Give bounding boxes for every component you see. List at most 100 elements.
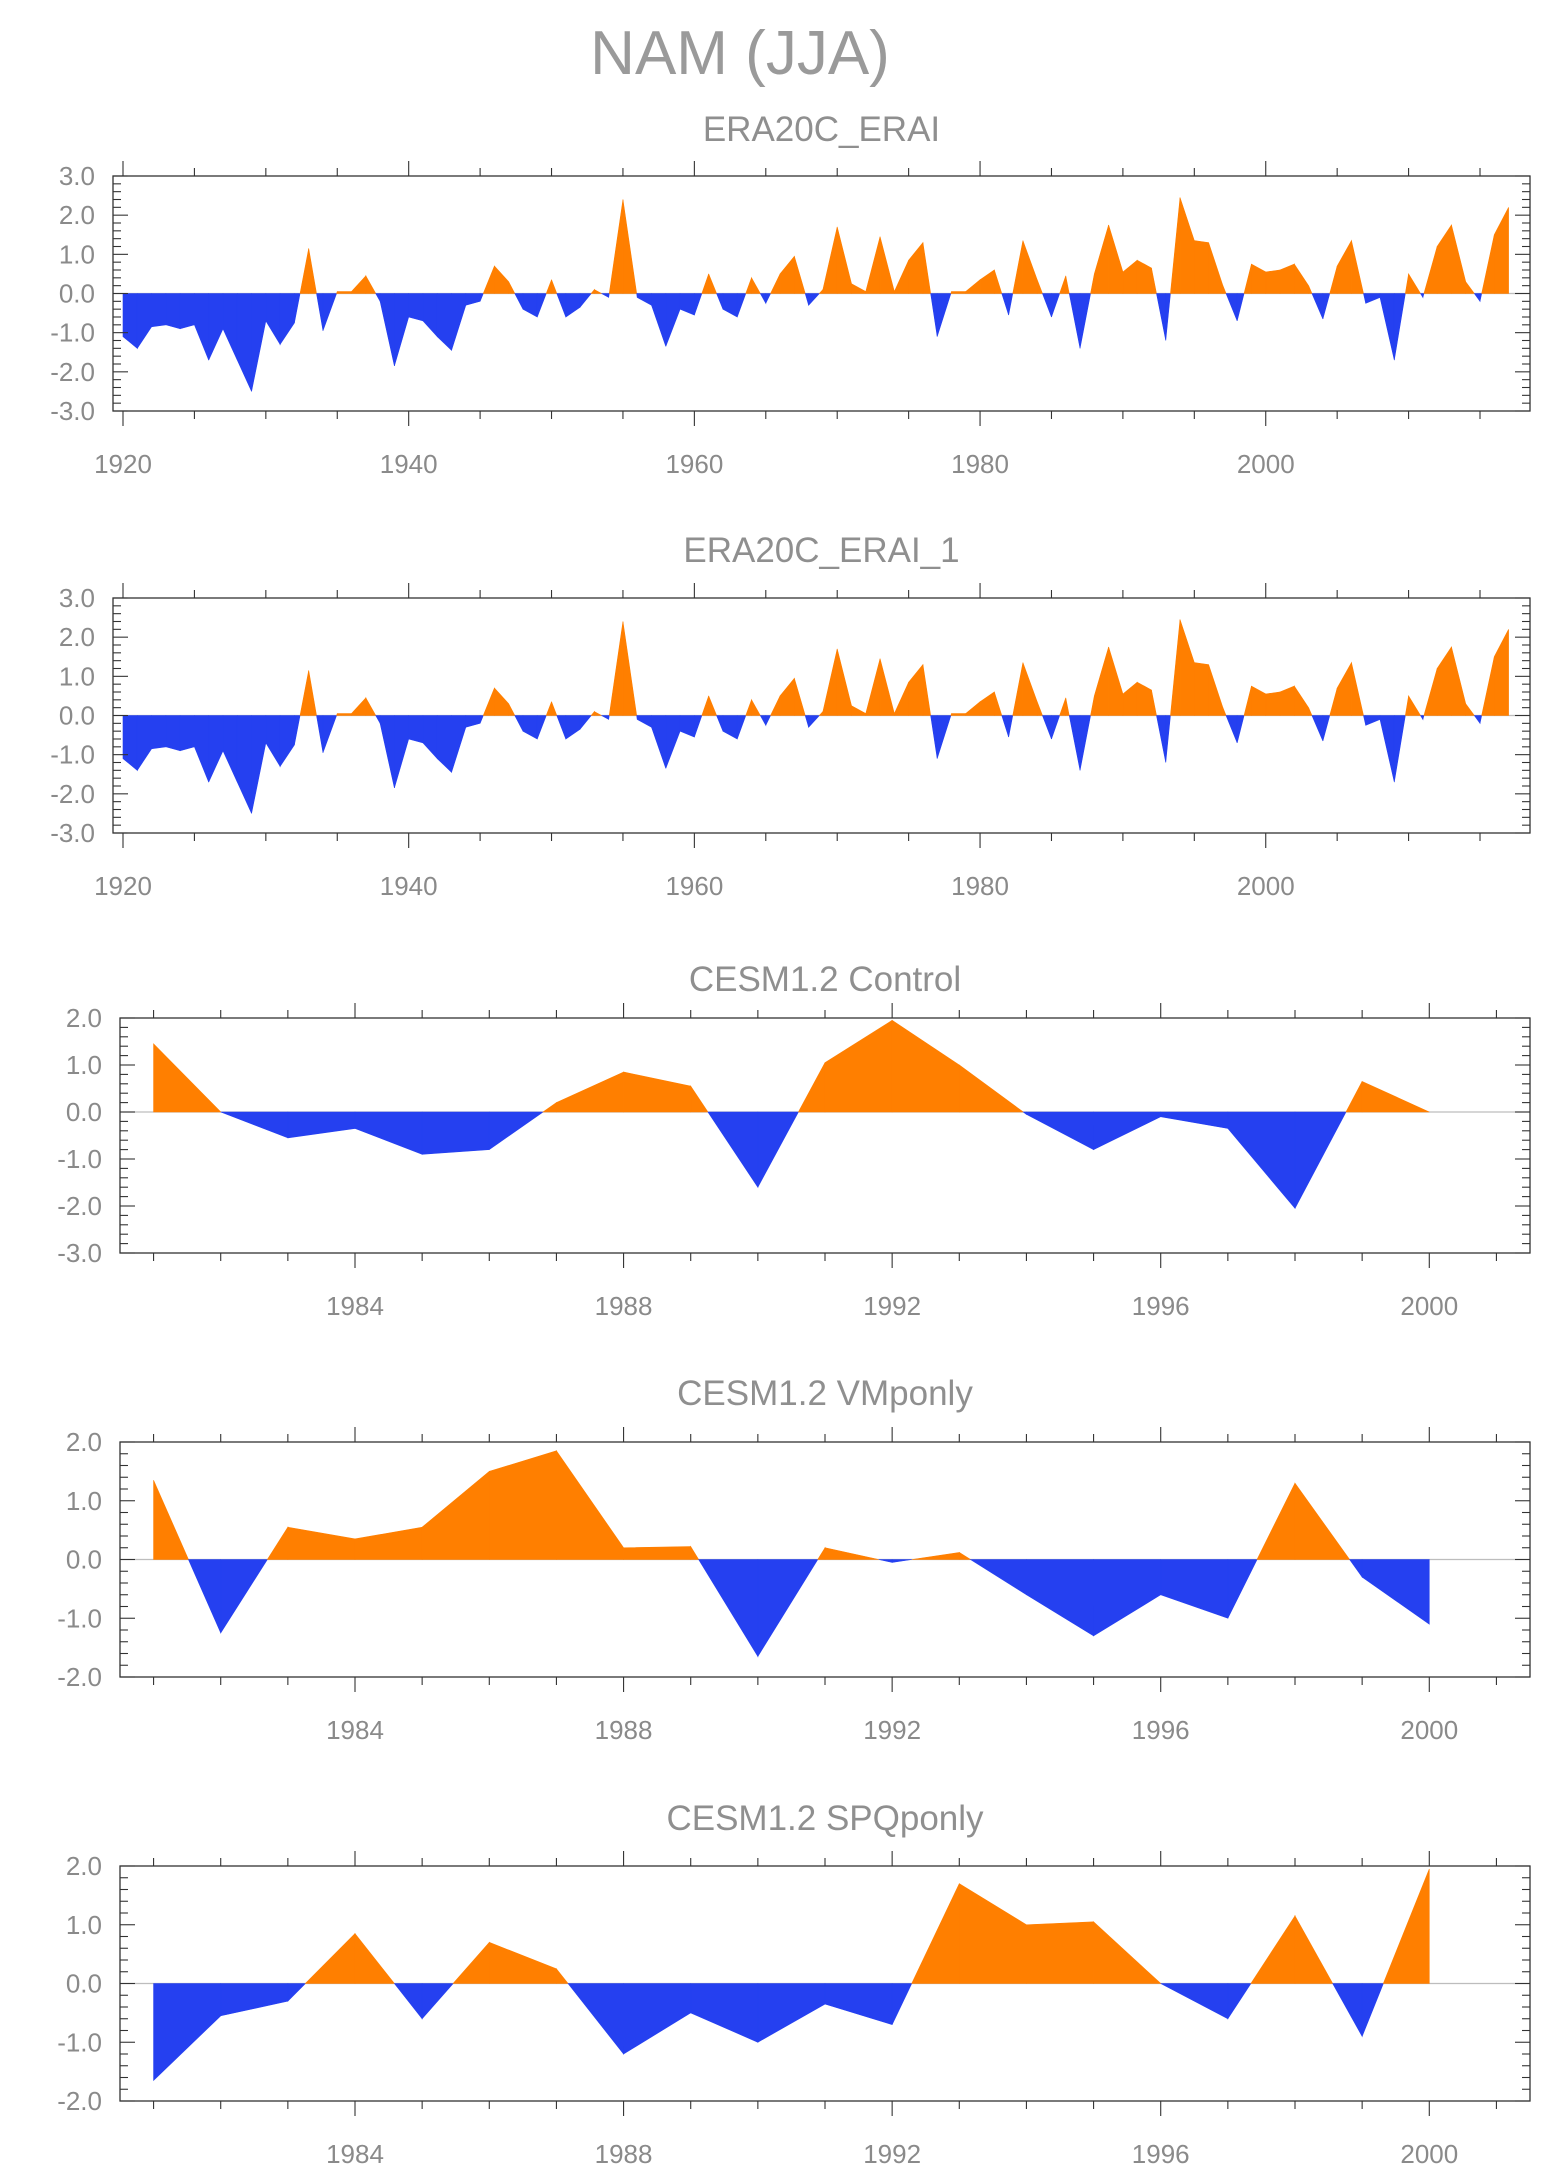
positive-area	[1090, 695, 1095, 716]
negative-area	[279, 293, 295, 346]
negative-area	[1348, 1559, 1363, 1579]
negative-area	[479, 293, 484, 302]
negative-area	[322, 715, 337, 753]
positive-area	[1436, 645, 1452, 716]
x-tick-label: 1960	[665, 449, 723, 479]
y-tick-label: -1.0	[57, 1603, 102, 1633]
y-tick-label: -2.0	[57, 1191, 102, 1221]
positive-area	[1404, 695, 1409, 716]
negative-area	[408, 293, 424, 322]
negative-area	[136, 293, 152, 350]
negative-area	[722, 715, 738, 740]
positive-area	[266, 1526, 289, 1560]
positive-area	[865, 658, 881, 716]
negative-area	[122, 715, 138, 771]
negative-area	[1225, 715, 1238, 744]
negative-area	[565, 715, 581, 740]
positive-area	[452, 1941, 490, 1984]
positive-area	[1345, 1081, 1363, 1113]
positive-area	[1222, 707, 1227, 716]
negative-area	[601, 293, 609, 298]
positive-area	[1179, 619, 1195, 716]
positive-area	[421, 1470, 490, 1560]
negative-area	[878, 1559, 893, 1563]
negative-area	[220, 1983, 289, 2017]
positive-area	[488, 1450, 557, 1560]
negative-area	[651, 293, 667, 347]
y-tick-label: -1.0	[50, 740, 95, 770]
negative-area	[716, 293, 724, 310]
negative-area	[1160, 1559, 1229, 1619]
chart-panels: ERA20C_ERAI -3.0 -2.0 -1.0 0.0 1.0 2.0 3.0 1920 1…	[50, 110, 1531, 2169]
positive-area	[1059, 275, 1067, 294]
negative-area	[251, 293, 267, 392]
negative-area	[579, 715, 592, 731]
x-tick-label: 1960	[665, 871, 723, 901]
negative-area	[765, 293, 772, 304]
positive-area	[818, 288, 824, 294]
positive-area	[965, 701, 981, 716]
negative-area	[222, 715, 238, 783]
positive-area	[994, 691, 1003, 716]
negative-area	[936, 293, 952, 337]
negative-area	[757, 1559, 819, 1658]
positive-area	[482, 687, 495, 716]
negative-area	[1225, 293, 1238, 322]
negative-area	[1079, 715, 1091, 771]
negative-area	[1322, 293, 1331, 320]
negative-area	[1227, 1983, 1252, 2020]
positive-area	[508, 703, 516, 716]
y-tick-label: -2.0	[57, 1662, 102, 1692]
y-tick-label: -1.0	[57, 1144, 102, 1174]
figure-title: NAM (JJA)	[590, 19, 890, 88]
positive-area	[708, 273, 718, 294]
positive-area	[622, 199, 638, 294]
negative-area	[1042, 715, 1052, 740]
positive-area	[1308, 285, 1313, 294]
negative-area	[208, 715, 224, 783]
y-tick-label: 2.0	[59, 200, 95, 230]
positive-area	[1451, 224, 1467, 294]
negative-area	[579, 293, 592, 309]
positive-area	[879, 236, 895, 294]
negative-area	[651, 715, 667, 769]
positive-area	[545, 701, 552, 716]
positive-area	[304, 1932, 356, 1984]
positive-area	[994, 269, 1003, 294]
negative-area	[194, 715, 210, 783]
positive-area	[308, 248, 317, 294]
negative-area	[608, 715, 610, 720]
y-tick-label: 0.0	[66, 1969, 102, 1999]
x-tick-label: 1980	[951, 449, 1009, 479]
positive-area	[979, 269, 995, 294]
x-tick-label: 1992	[863, 1291, 921, 1321]
negative-area	[804, 293, 809, 306]
positive-area	[153, 1043, 222, 1113]
positive-area	[1493, 207, 1509, 294]
positive-area	[979, 691, 995, 716]
positive-area	[1090, 273, 1095, 294]
positive-area	[1336, 661, 1352, 716]
positive-area	[1170, 619, 1181, 716]
negative-area	[1361, 1559, 1430, 1625]
negative-area	[1160, 1111, 1229, 1129]
positive-area	[1094, 646, 1109, 716]
positive-area	[365, 274, 377, 294]
negative-area	[479, 715, 484, 724]
positive-area	[894, 682, 909, 716]
negative-area	[1394, 293, 1406, 361]
positive-area	[1265, 691, 1281, 716]
negative-area	[514, 293, 524, 310]
positive-area	[1093, 1921, 1162, 1984]
positive-area	[354, 1526, 423, 1560]
negative-area	[451, 293, 467, 351]
negative-area	[236, 715, 252, 814]
negative-area	[1479, 293, 1483, 302]
negative-area	[601, 715, 609, 720]
positive-area	[1361, 1080, 1430, 1113]
positive-area	[1170, 197, 1181, 294]
y-tick-label: -3.0	[50, 396, 95, 426]
positive-area	[1108, 646, 1124, 716]
positive-area	[922, 242, 932, 294]
negative-area	[287, 1983, 307, 2002]
